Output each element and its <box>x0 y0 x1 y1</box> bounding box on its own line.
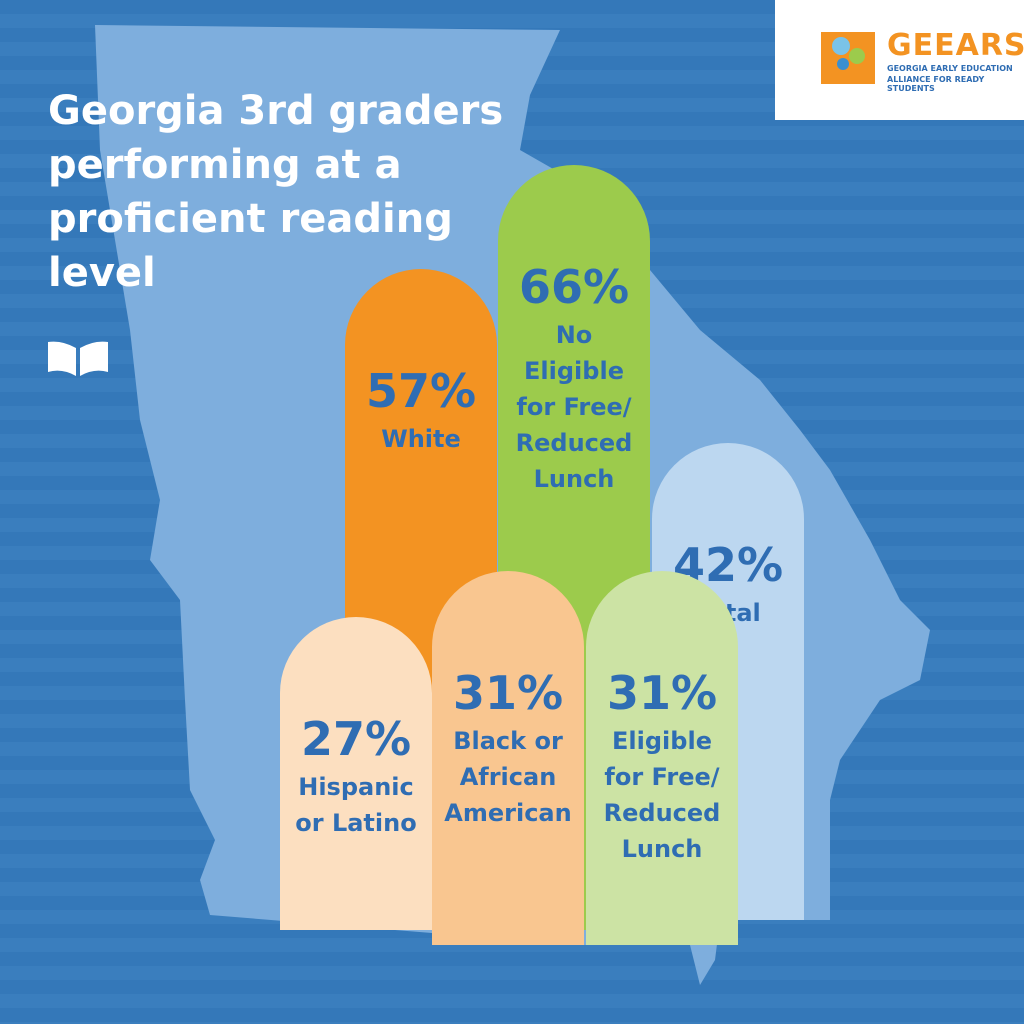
logo: GEEARS GEORGIA EARLY EDUCATION ALLIANCE … <box>775 0 1024 120</box>
logo-name: GEEARS <box>887 28 1024 63</box>
category-label: Black or African American <box>444 726 572 827</box>
category-label: Hispanic or Latino <box>295 773 417 838</box>
bar: 31% Black or African American <box>432 570 584 945</box>
logo-tagline: GEORGIA EARLY EDUCATION <box>887 64 1013 73</box>
logo-icon <box>821 32 875 84</box>
chart-title: Georgia 3rd graders performing at a prof… <box>48 88 504 296</box>
bar: 31% Eligible for Free/ Reduced Lunch <box>586 570 738 945</box>
category-label: White <box>381 425 461 454</box>
value-label: 31% <box>606 665 718 720</box>
value-label: 66% <box>518 259 630 314</box>
logo-tagline: ALLIANCE FOR READY STUDENTS <box>887 75 985 93</box>
book-icon <box>48 341 108 376</box>
category-label: Eligible for Free/ Reduced Lunch <box>603 726 721 863</box>
bar: 27% Hispanic or Latino <box>280 617 432 930</box>
category-label: No Eligible for Free/ Reduced Lunch <box>515 320 633 493</box>
value-label: 57% <box>365 364 477 419</box>
value-label: 31% <box>452 665 564 720</box>
value-label: 27% <box>300 712 412 767</box>
